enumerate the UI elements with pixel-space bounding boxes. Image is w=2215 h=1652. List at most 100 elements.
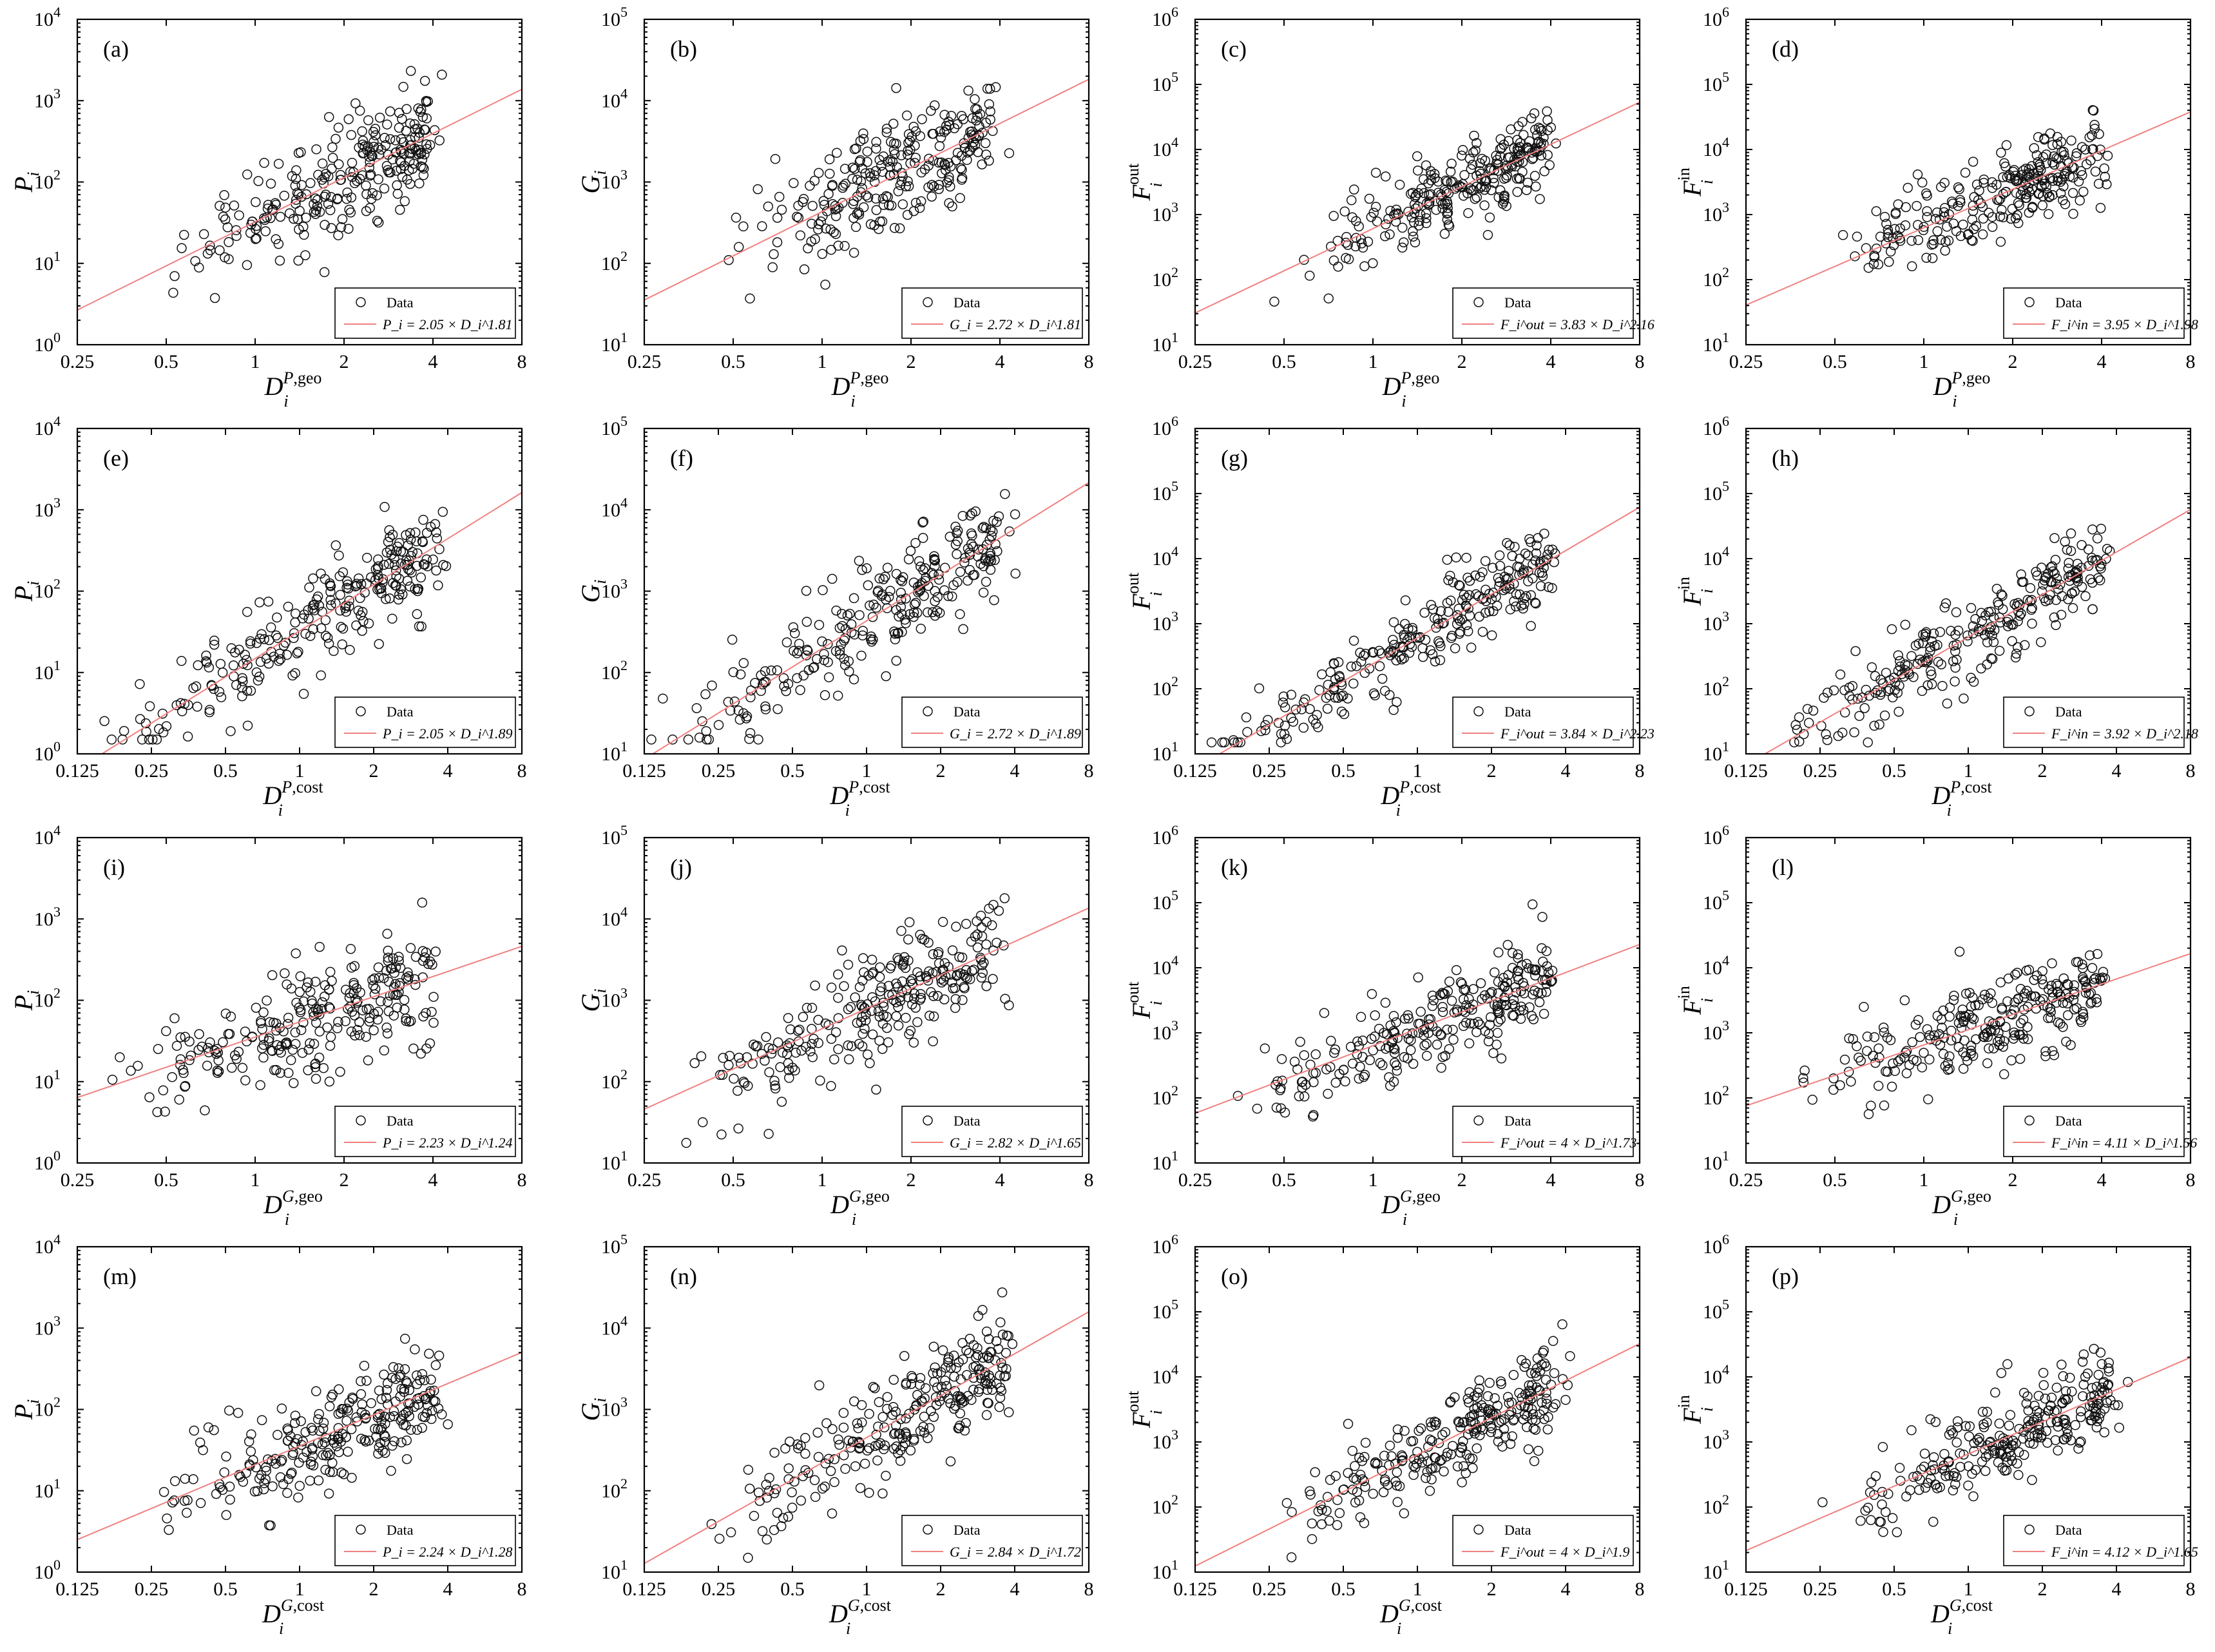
data-point xyxy=(955,566,966,577)
data-point xyxy=(280,968,290,979)
data-point xyxy=(325,205,336,215)
data-point xyxy=(303,1065,313,1075)
data-point xyxy=(354,106,365,116)
data-point xyxy=(1206,737,1217,747)
data-point xyxy=(220,214,231,225)
y-tick-label: 103 xyxy=(34,85,61,111)
data-point xyxy=(844,666,854,677)
data-point xyxy=(826,983,837,993)
data-point xyxy=(860,1015,871,1026)
data-point xyxy=(376,144,387,155)
x-axis-label: DP,geo i xyxy=(831,369,889,410)
data-point xyxy=(144,701,155,711)
data-point xyxy=(1957,1004,1968,1015)
x-tick-label: 0.25 xyxy=(61,1169,95,1191)
data-point xyxy=(694,733,705,743)
data-point xyxy=(242,260,253,271)
data-point xyxy=(915,131,926,141)
data-point xyxy=(1828,1073,1839,1084)
data-point xyxy=(2060,536,2070,547)
data-point xyxy=(1397,222,1408,233)
data-point xyxy=(1481,584,1491,595)
data-point xyxy=(1399,633,1410,643)
data-point xyxy=(2043,984,2054,995)
data-point xyxy=(890,1407,901,1417)
data-point xyxy=(818,196,829,206)
data-point xyxy=(217,668,228,678)
data-point xyxy=(416,1048,427,1059)
data-point xyxy=(1487,562,1498,573)
y-tick-label: 102 xyxy=(1152,673,1178,700)
data-point xyxy=(1356,1012,1366,1023)
data-point xyxy=(1798,1073,1808,1083)
data-point xyxy=(834,622,845,633)
data-point xyxy=(1526,620,1536,631)
data-point xyxy=(1470,193,1481,204)
y-tick-label: 102 xyxy=(34,576,61,602)
data-point xyxy=(1468,147,1479,158)
data-point xyxy=(1921,627,1932,637)
data-point xyxy=(936,977,947,988)
data-point xyxy=(1330,1077,1341,1088)
data-point xyxy=(203,1422,214,1433)
data-point xyxy=(383,1006,394,1017)
legend-data-label: Data xyxy=(2055,294,2082,311)
data-point xyxy=(1976,608,1986,618)
data-point xyxy=(2015,1053,2026,1064)
data-point xyxy=(1997,204,2007,215)
data-point xyxy=(2031,566,2041,577)
data-point xyxy=(2092,151,2103,161)
fit-line xyxy=(644,907,1089,1110)
panel-label: (j) xyxy=(670,854,692,880)
data-point xyxy=(716,1129,727,1140)
data-point xyxy=(133,1061,143,1071)
data-point xyxy=(905,976,916,986)
data-point xyxy=(1398,237,1409,247)
y-tick-label: 100 xyxy=(34,329,61,356)
fit-line xyxy=(1218,506,1640,754)
data-point xyxy=(961,965,972,975)
data-point xyxy=(1499,982,1510,992)
data-point xyxy=(1461,552,1472,563)
data-point xyxy=(1996,589,2007,600)
data-point xyxy=(2077,963,2088,974)
data-point xyxy=(1489,967,1500,977)
panel-label: (a) xyxy=(103,36,129,62)
data-point xyxy=(1870,671,1881,682)
data-point xyxy=(887,157,898,167)
data-point xyxy=(385,168,396,178)
data-point xyxy=(875,216,885,227)
y-tick-label: 103 xyxy=(34,903,61,930)
data-point xyxy=(888,1401,899,1412)
data-point xyxy=(1979,177,1989,188)
data-point xyxy=(1455,977,1466,988)
data-point xyxy=(395,1391,405,1402)
data-point xyxy=(2018,577,2029,587)
y-tick-label: 102 xyxy=(1703,264,1729,291)
data-point xyxy=(658,693,668,704)
data-point xyxy=(1970,1000,1980,1011)
y-tick-label: 103 xyxy=(601,985,628,1012)
data-point xyxy=(756,670,766,680)
legend-box xyxy=(334,287,516,339)
data-point xyxy=(1912,169,1923,180)
data-point xyxy=(336,1467,347,1478)
legend-fit-label: F_i^out = 3.84 × D_i^2.23 xyxy=(1500,725,1654,742)
data-point xyxy=(323,984,334,995)
data-point xyxy=(261,653,272,664)
data-point xyxy=(373,962,384,973)
data-point xyxy=(1802,704,1813,715)
y-tick-label: 103 xyxy=(601,167,628,193)
data-point xyxy=(275,1472,286,1483)
data-point xyxy=(823,189,834,199)
data-point xyxy=(372,1014,383,1025)
data-point xyxy=(309,1039,320,1049)
data-point xyxy=(1998,172,2008,182)
x-tick-label: 2 xyxy=(1457,351,1467,372)
data-point xyxy=(2021,965,2032,976)
data-point xyxy=(934,947,944,957)
data-point xyxy=(311,1386,321,1397)
data-point xyxy=(1480,555,1491,566)
x-tick-label: 1 xyxy=(818,1169,827,1191)
